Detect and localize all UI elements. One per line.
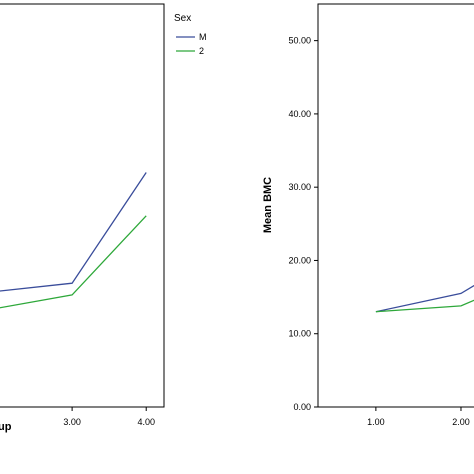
right-series — [375, 284, 474, 313]
right-y-tick-label: 0.00 — [293, 402, 311, 412]
right-y-axis-title: Mean BMC — [262, 177, 274, 233]
left-series-line-2 — [0, 215, 147, 309]
left-x-ticks: 3.00 4.00 — [63, 407, 155, 427]
right-y-tick-label: 40.00 — [288, 109, 311, 119]
right-y-tick-label: 50.00 — [288, 36, 311, 46]
right-series-line-2 — [375, 299, 474, 313]
right-chart: 0.00 10.00 20.00 30.00 40.00 50.00 1.00 2.00 M… — [262, 3, 474, 427]
right-series-line-m — [375, 284, 474, 313]
right-x-tick-label: 1.00 — [367, 417, 385, 427]
left-plot-frame — [0, 3, 165, 408]
legend-label-m: M — [199, 32, 207, 42]
right-x-ticks: 1.00 2.00 — [367, 407, 470, 427]
right-y-tick-label: 30.00 — [288, 182, 311, 192]
right-y-ticks: 0.00 10.00 20.00 30.00 40.00 50.00 — [288, 36, 318, 412]
right-plot-frame — [317, 3, 474, 408]
right-x-tick-label: 2.00 — [452, 417, 470, 427]
left-x-tick-label: 3.00 — [63, 417, 81, 427]
left-series-line-m — [0, 172, 147, 292]
left-series — [0, 172, 147, 309]
left-chart: 3.00 4.00 up Sex M 2 — [0, 3, 207, 433]
right-y-tick-label: 20.00 — [288, 255, 311, 265]
legend-title: Sex — [174, 13, 191, 24]
left-x-tick-label: 4.00 — [137, 417, 155, 427]
legend: Sex M 2 — [174, 13, 207, 56]
right-y-tick-label: 10.00 — [288, 329, 311, 339]
legend-label-2: 2 — [199, 46, 204, 56]
left-x-axis-title: up — [0, 421, 12, 433]
